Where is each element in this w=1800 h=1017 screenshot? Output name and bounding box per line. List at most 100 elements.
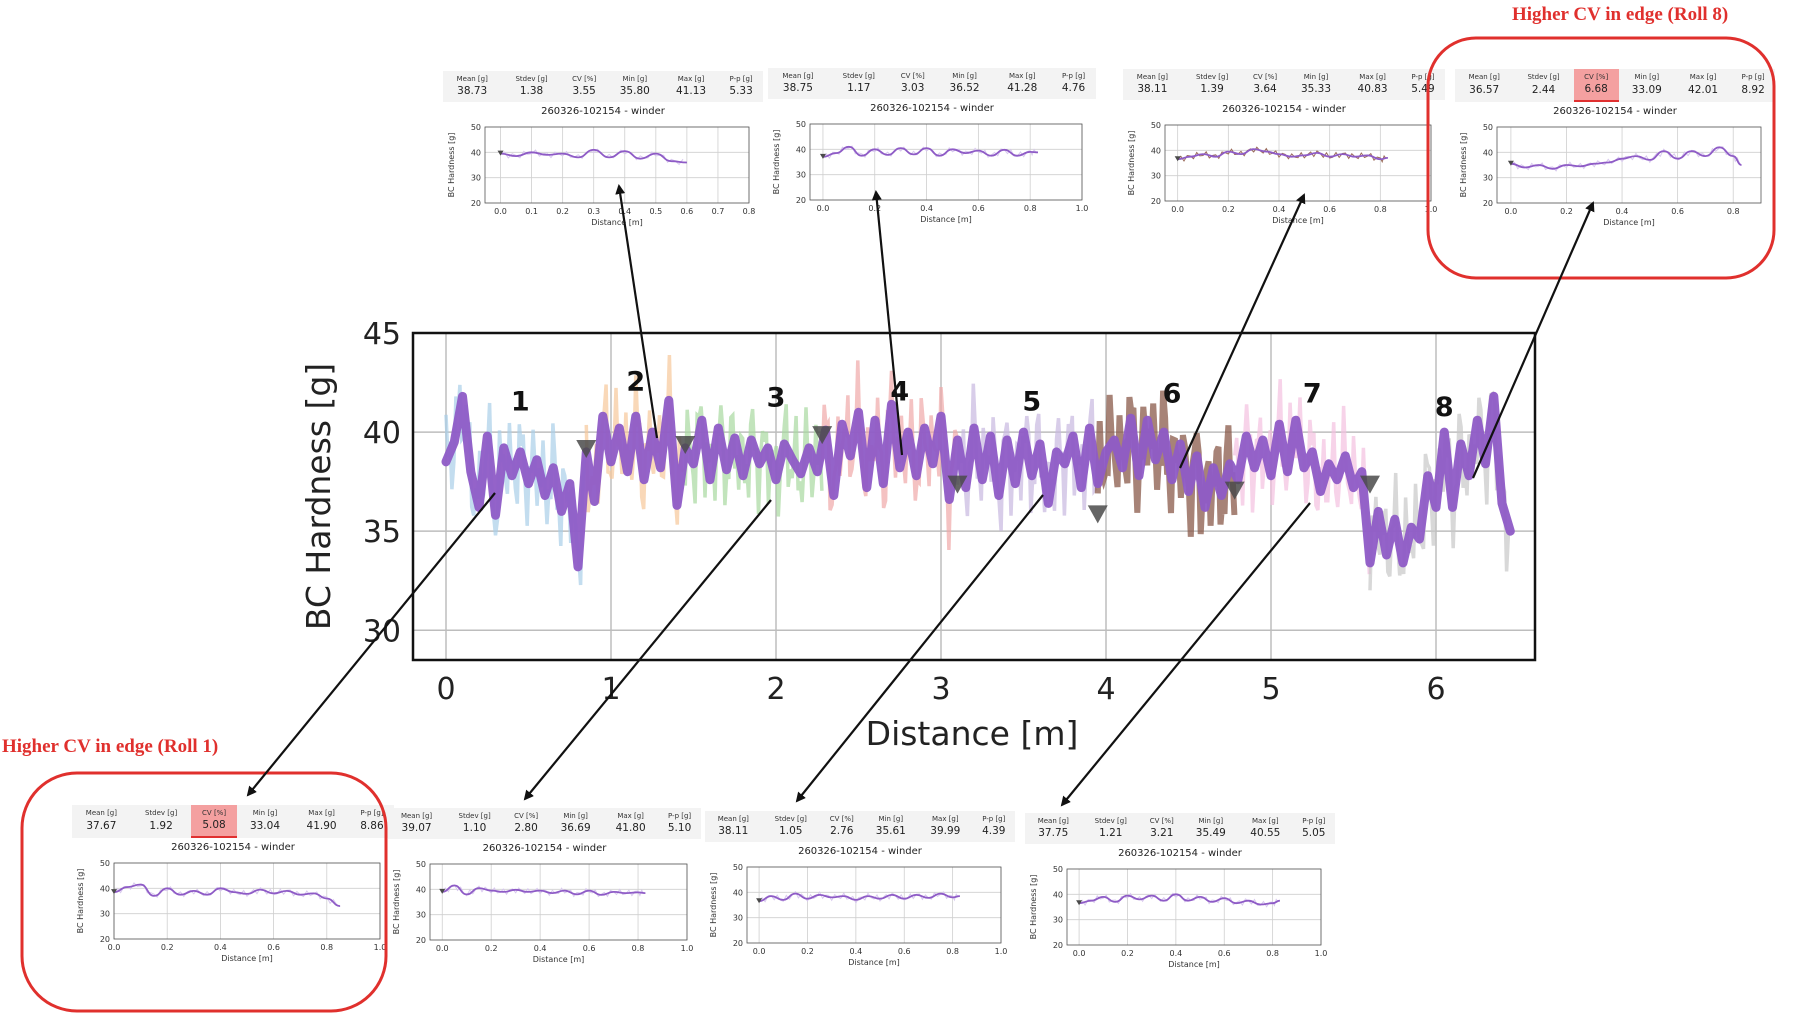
mini-xtick-label: 0.4	[534, 944, 547, 953]
stats-header-max: Max [g]	[308, 809, 335, 817]
mini-series-line	[1079, 893, 1280, 906]
mini-x-axis-label: Distance [m]	[591, 218, 643, 227]
mini-xtick-label: 0.2	[868, 204, 881, 213]
stats-header-mean: Mean [g]	[400, 812, 433, 820]
stats-header-cv: CV [%]	[829, 815, 854, 823]
mini-xtick-label: 0.6	[1218, 949, 1231, 958]
stats-value-mean: 36.57	[1469, 83, 1500, 96]
stats-header-cv: CV [%]	[514, 812, 539, 820]
stats-value-pp: 4.39	[982, 825, 1006, 837]
mini-plot-frame	[1496, 126, 1762, 204]
mini-xtick-label: 0.6	[583, 944, 596, 953]
stats-header-cv: CV [%]	[900, 72, 925, 80]
mini-xtick-label: 0.6	[681, 207, 694, 216]
mini-series-line	[113, 883, 341, 907]
stats-header-stdev: Stdev [g]	[144, 809, 178, 817]
stats-value-stdev: 1.21	[1099, 827, 1123, 839]
mini-ytick-label: 50	[796, 120, 806, 129]
roll-7-panel-title: 260326-102154 - winder	[1118, 848, 1242, 859]
mini-y-axis-label: BC Hardness [g]	[1029, 875, 1038, 940]
mini-y-axis-label: BC Hardness [g]	[709, 873, 718, 938]
stats-value-min: 33.09	[1631, 83, 1662, 96]
roll-5-panel-title: 260326-102154 - winder	[798, 846, 922, 857]
stats-value-cv: 3.64	[1253, 83, 1277, 95]
mini-ytick-label: 50	[1053, 865, 1063, 874]
stats-value-cv: 6.68	[1573, 82, 1619, 102]
stats-header-stdev: Stdev [g]	[1195, 73, 1229, 81]
stats-value-pp: 5.10	[667, 822, 692, 834]
mini-xtick-label: 0.2	[556, 207, 569, 216]
mini-xtick-label: 1.0	[374, 943, 387, 952]
main-x-axis-label: Distance [m]	[866, 714, 1079, 753]
mini-ytick-label: 50	[1151, 121, 1161, 130]
callout-roll8: Higher CV in edge (Roll 8)	[1512, 4, 1729, 25]
mini-ytick-label: 50	[416, 860, 426, 869]
stats-header-pp: P-p [g]	[1061, 72, 1086, 80]
roll-2-mini-chart: 20 30 40 50 0.0 0.1 0.2 0.3 0.4 0.5 0.6 0.7 0.8 Dista…	[447, 123, 755, 227]
mini-xtick-label: 0.5	[649, 207, 662, 216]
stats-header-min: Min [g]	[1303, 73, 1329, 81]
stats-header-max: Max [g]	[677, 75, 705, 83]
mini-plot-frame	[113, 862, 381, 940]
mini-xtick-label: 0.2	[1560, 207, 1573, 216]
stats-header-mean: Mean [g]	[782, 72, 814, 80]
stats-header-pp: P-p [g]	[1411, 73, 1435, 81]
mini-ytick-label: 50	[100, 859, 110, 868]
stats-value-min: 33.04	[249, 819, 280, 832]
roll-8-panel-title: 260326-102154 - winder	[1553, 106, 1677, 117]
mini-plot-frame	[746, 866, 1002, 944]
roll-6-panel-title: 260326-102154 - winder	[1222, 104, 1346, 115]
mini-xtick-label: 0.4	[1169, 949, 1182, 958]
mini-ytick-label: 30	[100, 910, 110, 919]
roll-number-label: 2	[626, 366, 645, 397]
stats-header-min: Min [g]	[1634, 73, 1660, 81]
mini-ytick-label: 30	[733, 914, 743, 923]
roll-3-panel-title: 260326-102154 - winder	[482, 843, 607, 854]
mini-y-axis-label: BC Hardness [g]	[1127, 131, 1136, 196]
stats-header-mean: Mean [g]	[1468, 73, 1500, 81]
mini-ytick-label: 30	[1151, 172, 1161, 181]
stats-value-stdev: 1.92	[149, 819, 173, 832]
mini-ytick-label: 20	[471, 199, 481, 208]
stats-header-max: Max [g]	[931, 815, 959, 823]
annotation-arrow	[1471, 201, 1595, 479]
stats-value-max: 41.80	[615, 822, 646, 834]
stats-header-stdev: Stdev [g]	[1094, 817, 1127, 825]
mini-x-axis-label: Distance [m]	[1272, 216, 1324, 225]
mini-ytick-label: 30	[416, 911, 426, 920]
stats-header-cv: CV [%]	[1253, 73, 1278, 81]
roll-number-label: 1	[511, 386, 530, 417]
mini-ytick-label: 30	[796, 171, 806, 180]
highlight-circle-roll8	[1426, 36, 1776, 280]
mini-ytick-label: 50	[1483, 123, 1493, 132]
mini-plot-frame	[484, 126, 750, 204]
mini-ytick-label: 40	[796, 145, 806, 154]
mini-ytick-label: 20	[733, 939, 743, 948]
main-xtick-label: 5	[1261, 672, 1280, 707]
mini-series-line	[500, 148, 687, 164]
main-xtick-label: 2	[766, 672, 785, 707]
stats-value-cv: 3.03	[901, 82, 925, 94]
mini-start-marker	[497, 150, 504, 156]
stats-header-min: Min [g]	[1198, 817, 1224, 825]
roll-4-stats-table: Mean [g] Stdev [g] CV [%] Min [g] Max [g] P-p…	[768, 68, 1096, 99]
roll-1-mini-chart: 20 30 40 50 0.0 0.2 0.4 0.6 0.8 1.0 Distance [m] BC…	[76, 859, 387, 963]
mini-ytick-label: 20	[1151, 197, 1161, 206]
roll-7-stats-table: Mean [g] Stdev [g] CV [%] Min [g] Max [g] P-p…	[1025, 813, 1335, 844]
stats-header-mean: Mean [g]	[456, 75, 488, 83]
stats-value-stdev: 1.38	[519, 85, 544, 97]
stats-value-max: 41.28	[1007, 82, 1038, 94]
stats-value-min: 35.49	[1195, 827, 1226, 839]
mini-xtick-label: 0.0	[1073, 949, 1086, 958]
roll-8-stats-table: Mean [g] Stdev [g] CV [%] Min [g] Max [g] P-p…	[1455, 69, 1775, 102]
roll-2-panel-title: 260326-102154 - winder	[541, 106, 665, 117]
main-xtick-label: 4	[1096, 672, 1115, 707]
mini-ytick-label: 50	[733, 863, 743, 872]
stats-header-max: Max [g]	[1251, 817, 1279, 825]
annotation-arrow	[871, 190, 904, 456]
main-xtick-label: 3	[931, 672, 950, 707]
roll-5-mini-chart: 20 30 40 50 0.0 0.2 0.4 0.6 0.8 1.0 Distance [m] BC…	[709, 863, 1007, 967]
mini-start-marker	[1076, 900, 1083, 906]
stats-value-cv: 2.76	[830, 825, 854, 837]
